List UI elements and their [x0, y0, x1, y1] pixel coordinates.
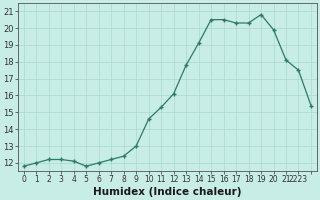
X-axis label: Humidex (Indice chaleur): Humidex (Indice chaleur): [93, 187, 242, 197]
